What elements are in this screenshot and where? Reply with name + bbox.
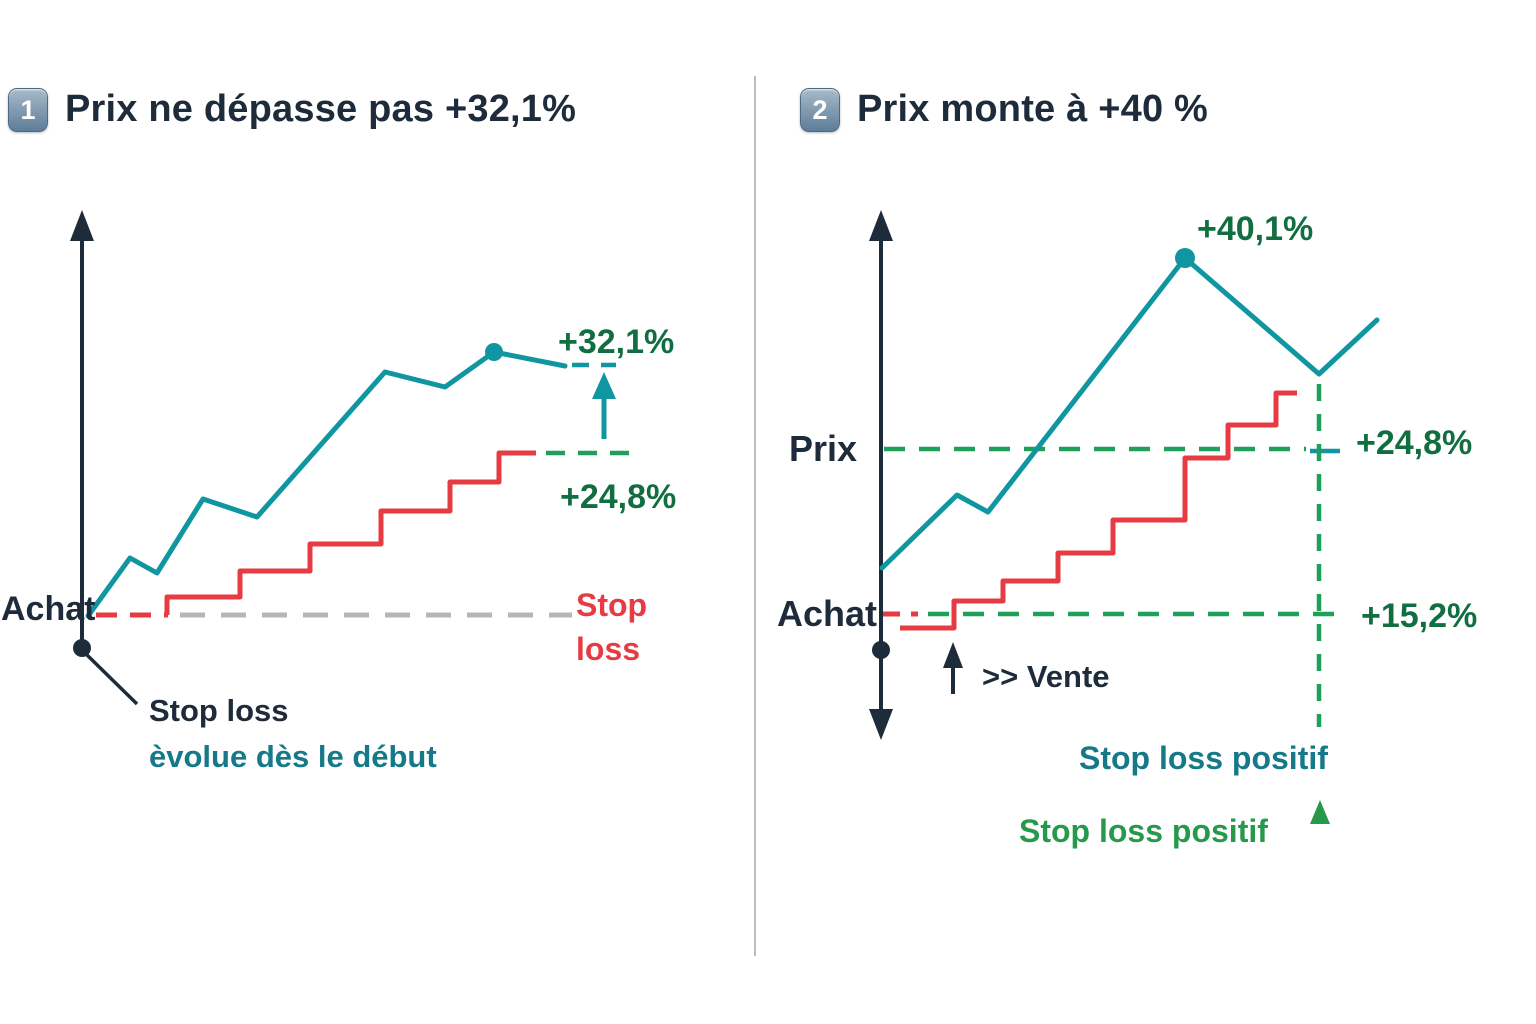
panel2-peak-value: +40,1% (1197, 210, 1314, 248)
panel1-art (70, 210, 638, 706)
panel1-peak-value: +32,1% (558, 323, 675, 361)
panel2-axis-arrowhead-up-icon (869, 210, 893, 241)
panel2-origin-dot (872, 641, 890, 659)
panel1-origin-dot (73, 639, 91, 657)
panel2-price-line (879, 255, 1380, 571)
panel1-note-line1: Stop loss (149, 693, 289, 728)
panel1-price-peak-dot (485, 343, 503, 361)
panel2-sell-label: >> Vente (982, 659, 1110, 694)
panel1-stoploss-staircase (164, 450, 536, 615)
panel1-title: Prix ne dépasse pas +32,1% (65, 88, 577, 130)
panel1-gap-arrowhead-icon (592, 372, 616, 399)
panel2-sell-arrowhead-icon (943, 642, 963, 668)
panel1-price-line (85, 349, 568, 619)
panel2-price-exit-value: +24,8% (1356, 424, 1473, 462)
panel1-buy-label: Achat (1, 590, 96, 628)
panel1-stoploss-label: Stop loss (576, 583, 647, 671)
panel1-note-line2: èvolue dès le début (149, 739, 437, 774)
panel2-price-label: Prix (789, 428, 858, 469)
panel1-stoploss-word1: Stop (576, 587, 648, 623)
panel2-note-green: Stop loss positif (1019, 813, 1268, 849)
panel1-annotation-elbow (84, 652, 139, 706)
panel1-titlebar: 1 Prix ne dépasse pas +32,1% (8, 86, 576, 132)
panel1-axis-arrowhead-icon (70, 210, 94, 241)
panel2-stop-exit-value: +15,2% (1361, 597, 1478, 635)
panel1-stop-value: +24,8% (560, 478, 677, 516)
panel2-title: Prix monte à +40 % (857, 88, 1209, 130)
panel1-stoploss-word2: loss (576, 631, 641, 668)
panel2-axis-arrowhead-down-icon (869, 709, 893, 740)
panel2-positive-arrowhead-icon (1310, 800, 1330, 824)
panel2-buy-label: Achat (777, 593, 878, 634)
panel-divider (754, 76, 756, 956)
panel2-badge: 2 (800, 88, 840, 132)
panel2-price-peak-dot (1175, 248, 1195, 268)
panel2-stoploss-staircase (900, 390, 1297, 631)
panel1-badge: 1 (8, 88, 48, 132)
panel2-titlebar: 2 Prix monte à +40 % (800, 86, 1208, 132)
panel2-art (869, 210, 1380, 824)
panel2-note-teal: Stop loss positif (1079, 740, 1328, 776)
